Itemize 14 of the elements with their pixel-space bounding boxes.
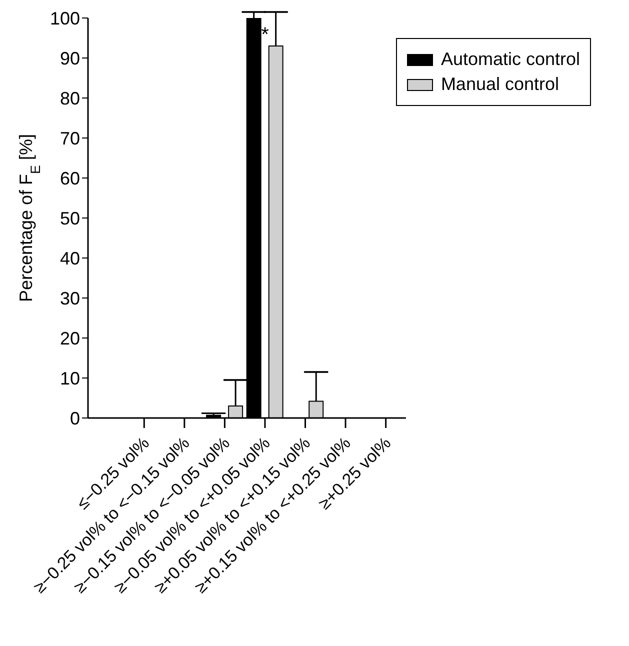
y-tick-label: 10	[60, 368, 80, 388]
y-tick-label: 60	[60, 168, 80, 188]
y-tick-label: 40	[60, 248, 80, 268]
y-tick-label: 20	[60, 328, 80, 348]
y-tick-label: 70	[60, 128, 80, 148]
annotation: *	[261, 24, 270, 46]
legend-label: Manual control	[440, 74, 560, 95]
y-tick-label: 100	[50, 8, 80, 28]
y-tick-label: 80	[60, 88, 80, 108]
y-tick-label: 0	[70, 408, 80, 428]
y-tick-label: 90	[60, 48, 80, 68]
legend-label: Automatic control	[440, 49, 580, 70]
y-tick-label: 30	[60, 288, 80, 308]
y-tick-label: 50	[60, 208, 80, 228]
